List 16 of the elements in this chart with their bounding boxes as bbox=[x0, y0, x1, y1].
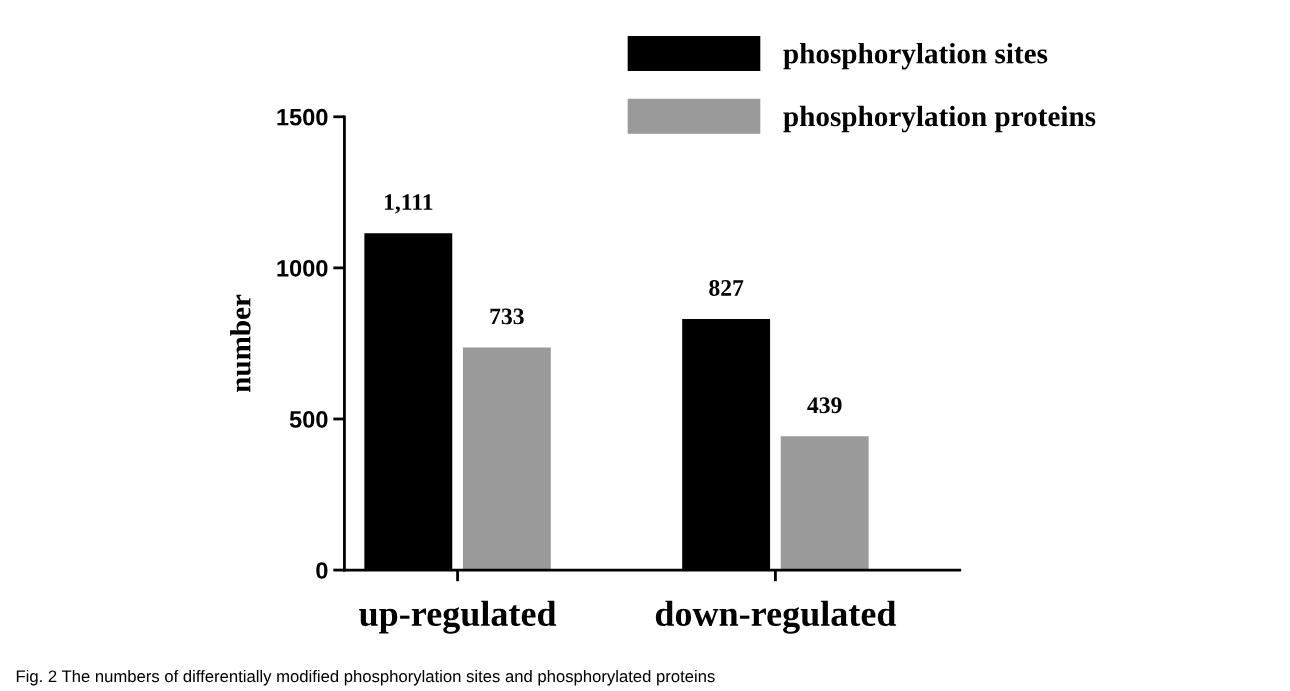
data-label: 1,111 bbox=[384, 194, 433, 214]
data-label: 733 bbox=[490, 308, 524, 325]
caption: Fig. 2 The numbers of differentially modified phosphorylation sites and phosphorylated proteins bbox=[16, 669, 715, 686]
x-tick-label: up-regulated bbox=[359, 600, 557, 634]
bar bbox=[780, 436, 869, 571]
y-tick-label: 1500 bbox=[277, 108, 328, 126]
data-label: 827 bbox=[709, 279, 744, 296]
y-tick-label: 0 bbox=[316, 562, 328, 579]
y-tick-label: 1000 bbox=[277, 259, 328, 277]
y-axis-title: number bbox=[230, 294, 251, 393]
data-label: 439 bbox=[807, 397, 842, 414]
legend-label: phosphorylation proteins bbox=[783, 105, 1096, 133]
x-tick-label: down-regulated bbox=[655, 600, 897, 634]
legend-label: phosphorylation sites bbox=[783, 42, 1048, 70]
bar bbox=[462, 347, 551, 571]
y-tick-label: 500 bbox=[289, 411, 328, 428]
